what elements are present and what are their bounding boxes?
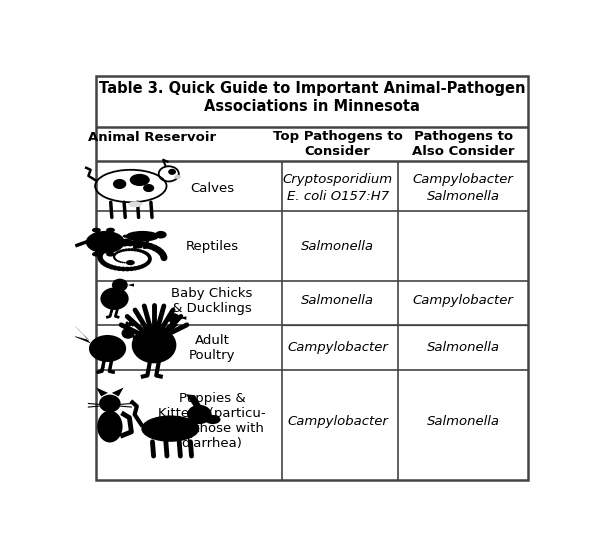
Text: Campylobacter: Campylobacter: [413, 173, 514, 186]
Text: Calves: Calves: [190, 181, 234, 195]
Ellipse shape: [142, 415, 199, 442]
Ellipse shape: [143, 184, 154, 192]
Text: Salmonella: Salmonella: [427, 341, 500, 354]
Text: E. coli O157:H7: E. coli O157:H7: [287, 190, 389, 203]
Ellipse shape: [86, 231, 125, 253]
Ellipse shape: [100, 288, 128, 310]
Ellipse shape: [128, 201, 142, 207]
Ellipse shape: [106, 252, 115, 256]
Ellipse shape: [112, 278, 128, 292]
Ellipse shape: [104, 241, 107, 243]
Polygon shape: [96, 387, 108, 396]
Ellipse shape: [125, 322, 129, 327]
Ellipse shape: [168, 169, 176, 175]
Ellipse shape: [116, 237, 122, 239]
Ellipse shape: [128, 322, 131, 327]
Text: Salmonella: Salmonella: [301, 240, 374, 253]
Ellipse shape: [106, 228, 115, 232]
Ellipse shape: [121, 328, 134, 339]
Text: Campylobacter: Campylobacter: [287, 341, 388, 354]
Polygon shape: [179, 316, 187, 320]
Polygon shape: [70, 323, 91, 344]
Ellipse shape: [92, 228, 101, 232]
Ellipse shape: [205, 415, 221, 424]
Text: Puppies &
Kittens (particu-
larly those with
diarrhea): Puppies & Kittens (particu- larly those …: [158, 392, 266, 450]
Text: Table 3. Quick Guide to Important Animal-Pathogen
Associations in Minnesota: Table 3. Quick Guide to Important Animal…: [99, 81, 526, 113]
Ellipse shape: [102, 293, 116, 301]
Ellipse shape: [132, 327, 176, 363]
Ellipse shape: [97, 410, 122, 442]
Ellipse shape: [169, 313, 180, 324]
Text: Campylobacter: Campylobacter: [287, 414, 388, 427]
Text: Reptiles: Reptiles: [185, 240, 239, 253]
Text: Campylobacter: Campylobacter: [413, 294, 514, 307]
Text: Adult
Poultry: Adult Poultry: [189, 334, 235, 362]
Text: Salmonella: Salmonella: [427, 414, 500, 427]
Ellipse shape: [89, 335, 126, 362]
Ellipse shape: [130, 174, 150, 186]
Text: Top Pathogens to
Consider: Top Pathogens to Consider: [273, 130, 403, 158]
Text: Salmonella: Salmonella: [301, 294, 374, 307]
Text: Pathogens to
Also Consider: Pathogens to Also Consider: [412, 130, 515, 158]
Text: Baby Chicks
& Ducklings: Baby Chicks & Ducklings: [172, 287, 253, 315]
Ellipse shape: [187, 405, 212, 424]
Ellipse shape: [113, 179, 127, 189]
Ellipse shape: [175, 175, 181, 179]
Text: Animal Reservoir: Animal Reservoir: [88, 131, 216, 144]
Ellipse shape: [122, 235, 129, 238]
Ellipse shape: [131, 322, 134, 327]
Ellipse shape: [125, 231, 159, 242]
Ellipse shape: [110, 239, 115, 241]
Text: Salmonella: Salmonella: [427, 190, 500, 203]
Ellipse shape: [99, 395, 121, 412]
Ellipse shape: [133, 335, 136, 340]
Text: Cryptosporidium: Cryptosporidium: [283, 173, 393, 186]
Ellipse shape: [155, 231, 167, 238]
Polygon shape: [186, 394, 202, 407]
Polygon shape: [128, 283, 134, 287]
Polygon shape: [134, 332, 140, 334]
Ellipse shape: [126, 260, 135, 265]
Ellipse shape: [97, 243, 101, 244]
Polygon shape: [112, 387, 124, 396]
Ellipse shape: [122, 238, 131, 246]
Ellipse shape: [92, 252, 101, 256]
